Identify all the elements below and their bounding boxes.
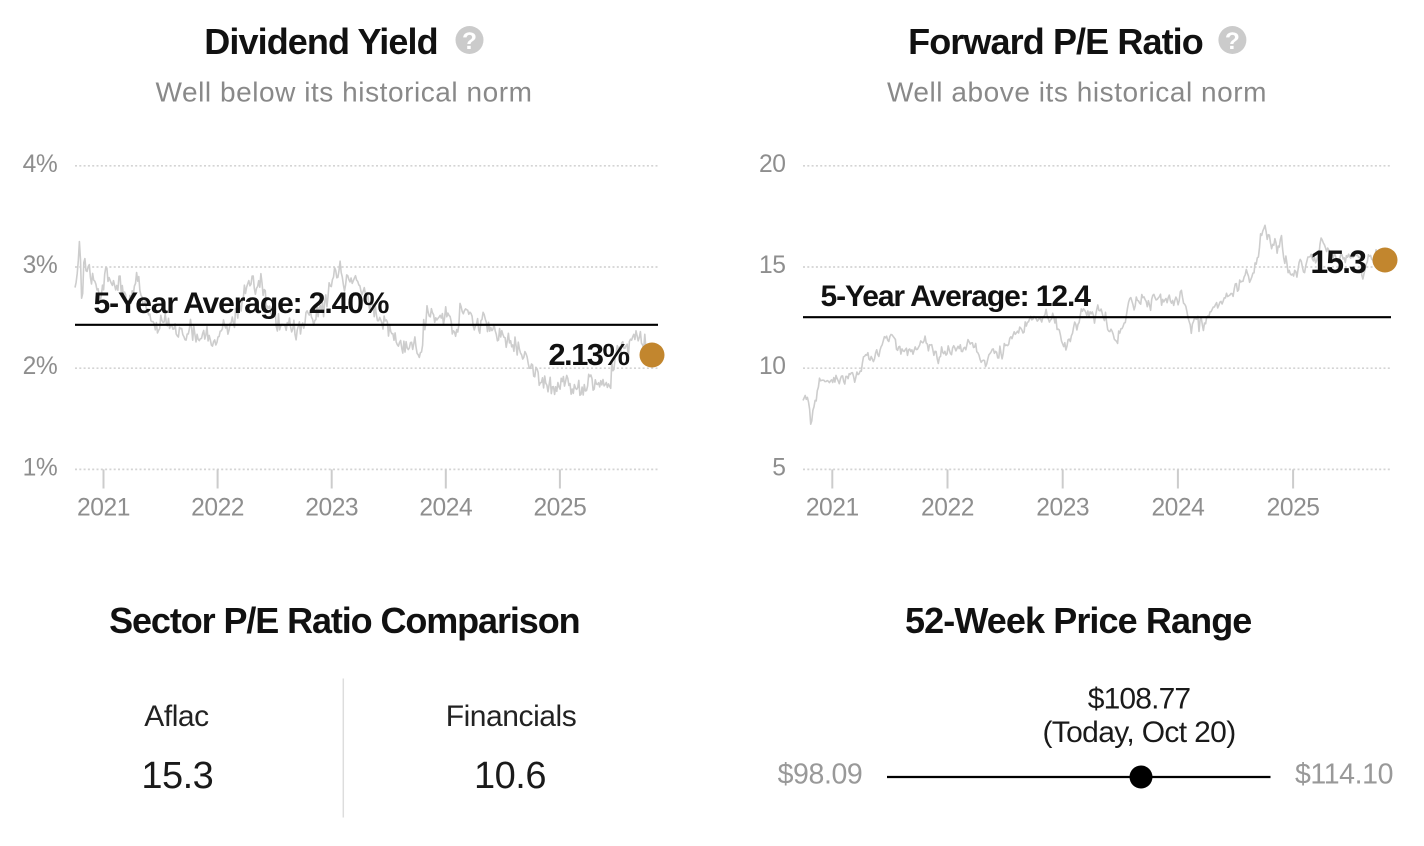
svg-text:15.3: 15.3: [141, 755, 213, 797]
svg-text:$114.10: $114.10: [1295, 759, 1393, 791]
svg-text:3%: 3%: [23, 252, 58, 279]
svg-text:1%: 1%: [23, 454, 58, 481]
svg-text:2%: 2%: [23, 353, 58, 380]
svg-text:?: ?: [462, 28, 477, 55]
svg-text:Forward P/E Ratio: Forward P/E Ratio: [908, 21, 1203, 62]
svg-text:5: 5: [772, 454, 785, 481]
svg-text:2023: 2023: [305, 494, 358, 521]
svg-text:(Today, Oct 20): (Today, Oct 20): [1042, 716, 1235, 749]
svg-text:2024: 2024: [419, 494, 472, 521]
svg-text:5-Year Average: 12.4: 5-Year Average: 12.4: [821, 280, 1092, 313]
svg-text:Sector P/E Ratio Comparison: Sector P/E Ratio Comparison: [109, 600, 579, 641]
svg-text:5-Year Average: 2.40%: 5-Year Average: 2.40%: [94, 287, 389, 320]
svg-text:20: 20: [759, 151, 785, 178]
svg-text:2.13%: 2.13%: [548, 337, 629, 372]
svg-text:2023: 2023: [1036, 494, 1089, 521]
svg-text:2024: 2024: [1151, 494, 1204, 521]
svg-text:Well below its historical norm: Well below its historical norm: [156, 77, 533, 108]
svg-text:52-Week Price Range: 52-Week Price Range: [905, 600, 1251, 641]
svg-text:Well above its historical norm: Well above its historical norm: [887, 77, 1267, 108]
svg-text:10.6: 10.6: [474, 755, 546, 797]
svg-text:10: 10: [759, 353, 785, 380]
svg-text:15.3: 15.3: [1310, 244, 1366, 280]
svg-text:Aflac: Aflac: [144, 700, 209, 733]
svg-text:2025: 2025: [1267, 494, 1320, 521]
svg-text:Financials: Financials: [446, 700, 577, 733]
svg-text:4%: 4%: [23, 151, 58, 178]
svg-text:?: ?: [1225, 28, 1240, 55]
svg-text:2022: 2022: [921, 494, 974, 521]
svg-text:$98.09: $98.09: [778, 759, 863, 791]
svg-text:2025: 2025: [533, 494, 586, 521]
svg-text:15: 15: [759, 252, 785, 279]
svg-text:2022: 2022: [191, 494, 244, 521]
svg-text:2021: 2021: [77, 494, 130, 521]
svg-text:Dividend Yield: Dividend Yield: [204, 21, 437, 62]
svg-text:$108.77: $108.77: [1088, 683, 1191, 716]
svg-text:2021: 2021: [806, 494, 859, 521]
